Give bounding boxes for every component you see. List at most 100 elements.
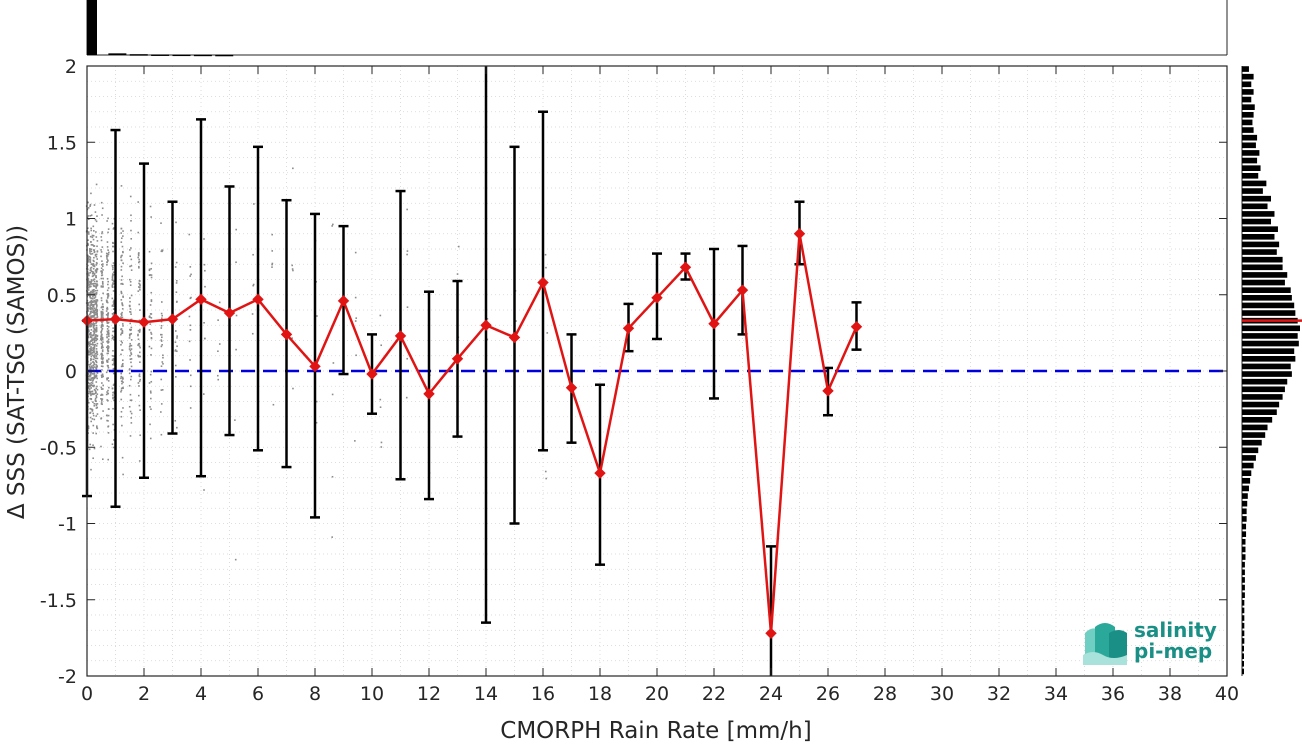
right-hist-bar	[1242, 241, 1280, 248]
scatter-point	[202, 393, 205, 395]
scatter-point	[93, 332, 96, 334]
scatter-point	[87, 218, 90, 221]
scatter-point	[122, 230, 124, 232]
scatter-point	[93, 354, 96, 356]
scatter-point	[217, 378, 220, 381]
scatter-point	[120, 365, 123, 368]
scatter-point	[95, 231, 97, 233]
scatter-point	[90, 355, 93, 358]
right-hist-bar	[1242, 302, 1295, 309]
scatter-point	[89, 291, 91, 294]
scatter-point	[406, 253, 408, 256]
scatter-point	[93, 280, 96, 283]
scatter-point	[112, 397, 114, 400]
scatter-point	[95, 368, 98, 371]
scatter-point	[93, 264, 95, 267]
scatter-point	[89, 269, 92, 271]
scatter-point	[120, 259, 123, 262]
scatter-point	[106, 308, 109, 310]
scatter-point	[107, 231, 109, 234]
scatter-point	[139, 288, 141, 291]
scatter-point	[120, 292, 123, 295]
scatter-point	[95, 339, 98, 342]
scatter-point	[91, 334, 94, 337]
scatter-point	[94, 270, 97, 272]
scatter-point	[107, 294, 109, 297]
right-hist-bar	[1242, 401, 1280, 408]
scatter-point	[112, 358, 115, 360]
scatter-point	[101, 362, 103, 365]
scatter-point	[130, 220, 132, 222]
scatter-point	[271, 262, 274, 265]
scatter-point	[150, 291, 153, 294]
scatter-point	[90, 280, 93, 283]
scatter-point	[105, 346, 108, 349]
scatter-point	[101, 246, 104, 248]
scatter-point	[107, 392, 109, 395]
scatter-point	[95, 302, 97, 305]
scatter-point	[138, 404, 141, 407]
scatter-point	[88, 364, 91, 366]
scatter-point	[113, 360, 115, 362]
scatter-point	[121, 316, 124, 319]
scatter-point	[89, 407, 92, 410]
scatter-point	[100, 236, 103, 238]
scatter-point	[90, 316, 93, 319]
scatter-point	[88, 283, 91, 286]
scatter-point	[148, 269, 151, 272]
scatter-point	[150, 300, 153, 303]
scatter-point	[234, 419, 236, 421]
scatter-point	[102, 341, 104, 343]
scatter-point	[96, 284, 99, 286]
scatter-point	[101, 382, 103, 384]
scatter-point	[94, 309, 97, 312]
scatter-point	[160, 301, 163, 303]
scatter-point	[96, 426, 98, 429]
scatter-point	[95, 300, 98, 303]
scatter-point	[87, 392, 90, 395]
scatter-point	[122, 381, 124, 384]
scatter-point	[137, 253, 140, 256]
scatter-point	[130, 348, 133, 350]
scatter-point	[96, 403, 99, 405]
scatter-point	[90, 365, 93, 367]
scatter-point	[128, 368, 131, 370]
scatter-point	[190, 273, 192, 276]
scatter-point	[112, 302, 115, 305]
scatter-point	[138, 375, 141, 378]
scatter-point	[101, 308, 104, 311]
scatter-point	[406, 250, 409, 252]
scatter-point	[160, 324, 163, 327]
x-tick-label: 14	[474, 683, 498, 705]
scatter-point	[174, 349, 177, 351]
right-hist-bar	[1242, 355, 1296, 362]
scatter-point	[91, 351, 94, 354]
scatter-point	[235, 228, 237, 231]
y-tick-label: -0.5	[40, 437, 77, 459]
mean-point	[252, 293, 264, 306]
scatter-point	[150, 380, 153, 383]
scatter-point	[203, 321, 205, 324]
scatter-point	[87, 242, 89, 245]
scatter-point	[105, 255, 108, 257]
scatter-point	[106, 256, 108, 258]
scatter-point	[90, 362, 92, 364]
scatter-point	[95, 337, 98, 340]
scatter-point	[95, 329, 98, 331]
scatter-point	[95, 303, 98, 306]
scatter-point	[87, 382, 90, 384]
right-hist-bar	[1242, 172, 1259, 179]
scatter-point	[130, 353, 133, 355]
scatter-point	[176, 350, 178, 353]
scatter-point	[105, 310, 108, 312]
scatter-point	[106, 258, 108, 260]
scatter-point	[100, 274, 103, 277]
scatter-point	[89, 375, 91, 378]
scatter-point	[96, 425, 98, 427]
scatter-point	[92, 401, 94, 403]
scatter-point	[95, 313, 97, 316]
x-tick-label: 40	[1215, 683, 1239, 705]
scatter-point	[88, 255, 91, 258]
scatter-point	[137, 261, 140, 264]
scatter-point	[94, 375, 97, 377]
